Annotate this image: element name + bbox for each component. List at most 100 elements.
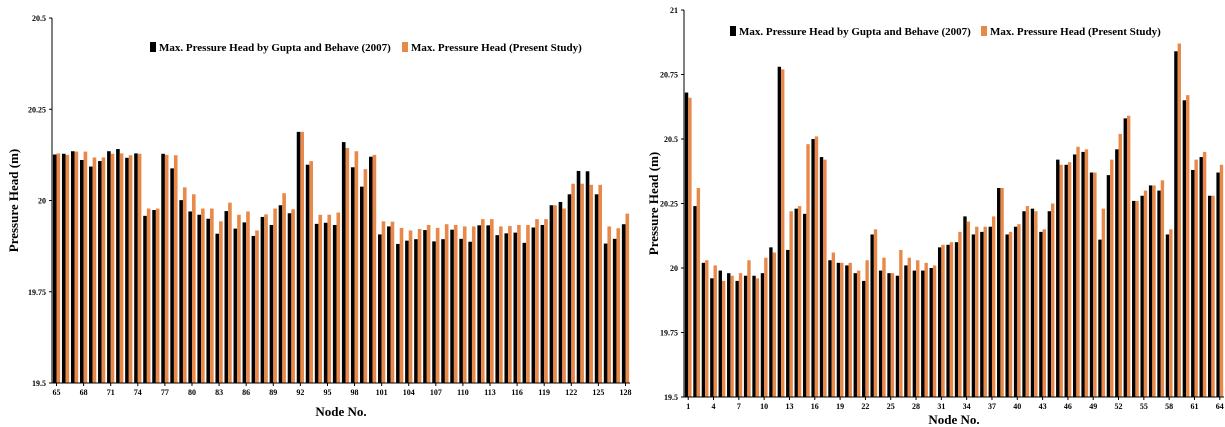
legend-label-series2: Max. Pressure Head (Present Study) — [990, 26, 1161, 38]
bar-series1-node-32 — [946, 244, 950, 397]
bar-series2-node-117 — [526, 224, 530, 383]
bar-series1-node-64 — [1216, 172, 1220, 397]
bar-series2-node-119 — [544, 219, 548, 383]
bar-series1-node-77 — [161, 153, 165, 383]
y-tick-label: 19.5 — [32, 379, 46, 388]
x-tick-label: 122 — [565, 388, 577, 397]
bar-series2-node-80 — [191, 194, 196, 383]
bar-series2-node-34 — [966, 221, 971, 397]
bar-series1-node-100 — [369, 156, 373, 383]
bar-series1-node-6 — [727, 273, 731, 397]
bar-series1-node-58 — [1165, 234, 1170, 397]
bar-series1-node-42 — [1030, 208, 1035, 397]
x-tick-label: 4 — [712, 402, 716, 411]
x-tick-label: 28 — [912, 402, 920, 411]
bar-series2-node-127 — [616, 228, 621, 383]
bar-series2-node-15 — [806, 144, 810, 397]
y-tick-label: 21 — [670, 6, 678, 15]
bar-series1-node-79 — [179, 200, 183, 383]
bar-series2-node-48 — [1084, 149, 1089, 397]
x-tick-label: 40 — [1013, 402, 1021, 411]
bar-series2-node-27 — [907, 257, 911, 397]
y-tick-label: 20.75 — [660, 71, 678, 80]
bar-series1-node-125 — [594, 194, 599, 383]
bar-series1-node-114 — [495, 235, 500, 383]
bar-series2-node-43 — [1042, 229, 1046, 397]
bar-series2-node-57 — [1160, 180, 1165, 397]
bar-series2-node-103 — [399, 227, 404, 383]
x-tick-label: 101 — [376, 388, 388, 397]
bar-series2-node-14 — [797, 206, 802, 397]
bar-series1-node-26 — [895, 275, 900, 397]
bar-series1-node-128 — [621, 224, 626, 383]
bar-series2-node-66 — [65, 154, 70, 384]
bar-series1-node-14 — [794, 208, 798, 397]
bar-series2-node-95 — [327, 214, 332, 383]
bar-series1-node-52 — [1115, 149, 1119, 397]
bar-series1-node-51 — [1106, 175, 1111, 397]
bar-series1-node-111 — [468, 241, 472, 383]
bar-series1-node-19 — [836, 262, 841, 397]
bar-series2-node-71 — [110, 153, 115, 383]
bar-series1-node-39 — [1005, 234, 1009, 397]
legend-label-series2: Max. Pressure Head (Present Study) — [411, 42, 582, 54]
bar-series2-node-54 — [1135, 200, 1139, 397]
bar-series1-node-18 — [828, 260, 832, 397]
x-tick-label: 19 — [836, 402, 844, 411]
legend-label-series1: Max. Pressure Head by Gupta and Behave (… — [739, 26, 971, 38]
x-tick-label: 64 — [1216, 402, 1224, 411]
bar-series1-node-13 — [786, 249, 790, 397]
x-tick-label: 43 — [1039, 402, 1047, 411]
bar-series2-node-62 — [1202, 151, 1207, 397]
bar-series1-node-124 — [585, 171, 590, 383]
bar-series1-node-44 — [1047, 211, 1052, 397]
bar-series2-node-64 — [1219, 164, 1224, 397]
bar-series1-node-38 — [997, 188, 1001, 397]
bar-series1-node-65 — [52, 154, 57, 383]
x-tick-label: 77 — [161, 388, 169, 397]
bar-series1-node-93 — [305, 164, 310, 383]
bar-series2-node-52 — [1118, 133, 1122, 397]
x-tick-label: 49 — [1089, 402, 1097, 411]
bar-series2-node-100 — [372, 154, 377, 384]
bar-series2-node-77 — [164, 154, 169, 384]
bar-series2-node-96 — [336, 212, 341, 383]
bar-series1-node-98 — [350, 167, 355, 383]
bar-series1-node-22 — [862, 280, 866, 397]
bar-series2-node-29 — [924, 262, 928, 397]
bar-series2-node-125 — [598, 184, 602, 383]
bar-series1-node-90 — [278, 205, 283, 383]
bar-series2-node-61 — [1194, 159, 1198, 397]
bar-series2-node-78 — [173, 155, 178, 383]
bar-series1-node-119 — [540, 224, 545, 383]
bar-series2-node-116 — [517, 224, 521, 383]
y-tick-label: 20.25 — [28, 105, 46, 114]
legend-swatch-series2 — [981, 26, 987, 36]
bar-series2-node-4 — [713, 265, 717, 397]
bar-series2-node-111 — [471, 226, 476, 383]
bar-series1-node-80 — [188, 211, 192, 383]
bar-series1-node-89 — [269, 224, 274, 383]
bar-series2-node-97 — [345, 147, 350, 383]
bar-series2-node-104 — [408, 230, 413, 383]
bar-series2-node-87 — [255, 230, 259, 383]
bar-series2-node-6 — [730, 275, 734, 397]
bar-series1-node-102 — [387, 226, 391, 383]
bar-series1-node-92 — [296, 131, 301, 383]
bar-series1-node-96 — [332, 224, 337, 383]
bar-series2-node-88 — [264, 214, 268, 383]
bar-series1-node-84 — [224, 211, 229, 383]
x-tick-label: 61 — [1190, 402, 1198, 411]
bar-series2-node-23 — [873, 229, 878, 397]
x-tick-label: 98 — [351, 388, 359, 397]
bar-series1-node-86 — [242, 222, 247, 383]
bar-series1-node-17 — [819, 157, 824, 397]
bar-series2-node-123 — [580, 183, 584, 383]
bar-series1-node-118 — [531, 227, 536, 383]
bar-series2-node-107 — [435, 227, 440, 383]
bar-series2-node-121 — [562, 208, 566, 383]
bar-series2-node-19 — [840, 262, 844, 397]
bar-series2-node-5 — [721, 280, 726, 397]
y-tick-label: 20 — [670, 264, 678, 273]
bar-series2-node-39 — [1008, 231, 1013, 397]
